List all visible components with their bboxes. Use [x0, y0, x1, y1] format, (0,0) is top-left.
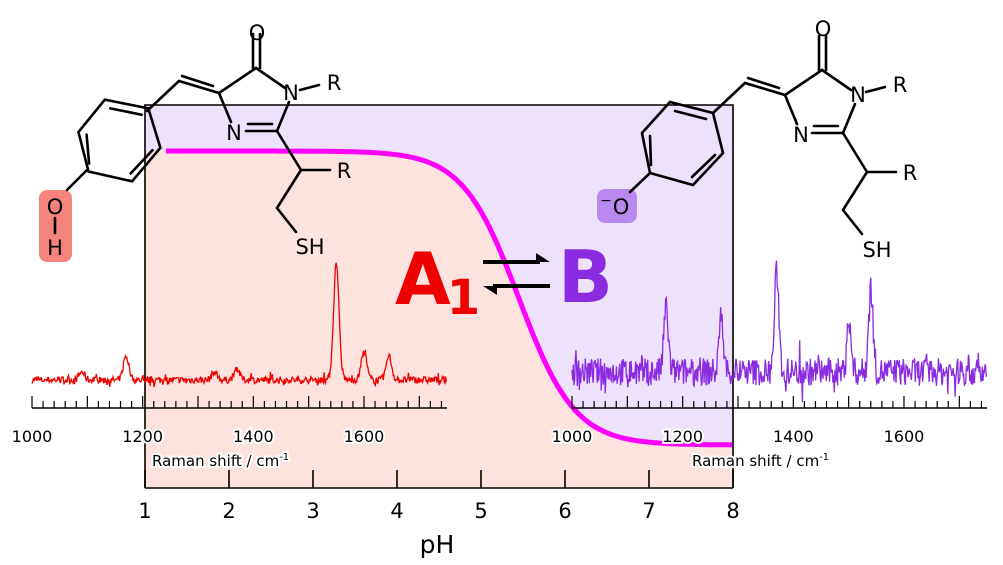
- ph-tick-label: 2: [222, 499, 235, 523]
- ph-tick-label: 5: [474, 499, 487, 523]
- raman-tick-label: 1200: [122, 427, 163, 446]
- atom-h: H: [47, 236, 63, 260]
- atom-r: R: [327, 71, 342, 95]
- ph-tick-label: 4: [390, 499, 403, 523]
- raman-axis-title: Raman shift / cm-1: [152, 452, 289, 470]
- ph-tick-label: 1: [138, 499, 151, 523]
- raman-tick-label: 1000: [552, 427, 593, 446]
- atom-r: R: [893, 73, 908, 97]
- ph-tick-label: 6: [558, 499, 571, 523]
- atom-n: N: [850, 83, 866, 107]
- atom-r: R: [903, 161, 918, 185]
- raman-tick-label: 1600: [884, 427, 925, 446]
- ph-tick-label: 7: [642, 499, 655, 523]
- spectrum-trace: [571, 260, 987, 403]
- atom-sh: SH: [295, 235, 324, 259]
- titration-curve: [166, 148, 733, 448]
- atom-n: N: [283, 81, 299, 105]
- ph-axis-title: pH: [420, 530, 455, 559]
- raman-tick-label: 1400: [233, 427, 274, 446]
- raman-spectrum-b: 1000 1200 1400 1600 Raman shift / cm-1: [550, 260, 987, 472]
- raman-tick-label: 1200: [662, 427, 703, 446]
- double-arrow-equilibrium-icon: [483, 253, 550, 295]
- raman-tick-label: 1400: [773, 427, 814, 446]
- atom-o: O: [815, 17, 832, 41]
- plot-frame: [144, 104, 734, 488]
- raman-axis-title: Raman shift / cm-1: [692, 452, 829, 470]
- atom-r: R: [337, 159, 352, 183]
- atom-o: O: [613, 195, 630, 219]
- molecule-b-structure: O N R N R SH − O: [597, 17, 917, 262]
- ph-tick-label: 3: [306, 499, 319, 523]
- atom-n: N: [226, 121, 242, 145]
- atom-o: O: [47, 195, 64, 219]
- molecule-a-structure: O N R N R SH O H: [39, 21, 351, 262]
- spectrum-trace: [31, 262, 447, 388]
- raman-tick-label: 1000: [12, 427, 53, 446]
- atom-sh: SH: [862, 238, 891, 262]
- raman-tick-label: 1600: [344, 427, 385, 446]
- state-a-region: [145, 151, 733, 488]
- state-a1-label: A1: [395, 237, 480, 326]
- charge-minus: −: [600, 193, 612, 209]
- o-minus-highlight: [597, 189, 637, 223]
- atom-o: O: [249, 21, 266, 45]
- ph-tick-label: 8: [726, 499, 739, 523]
- raman-spectrum-a: 1000 1200 1400 1600 Raman shift / cm-1: [10, 262, 447, 472]
- atom-n: N: [793, 123, 809, 147]
- ph-axis: 1 2 3 4 5 6 7 8: [138, 470, 740, 523]
- state-b-label: B: [558, 235, 613, 319]
